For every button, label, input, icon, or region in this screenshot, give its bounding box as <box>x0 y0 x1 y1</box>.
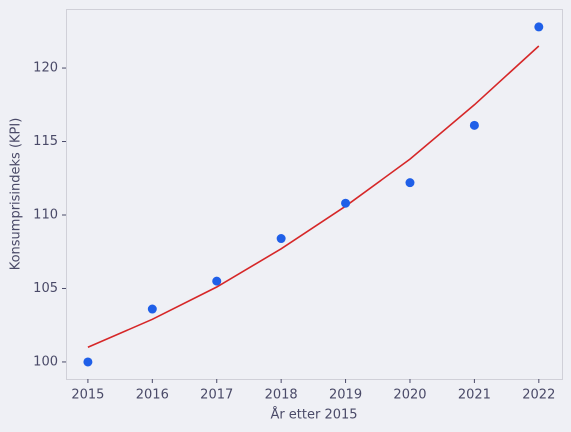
data-point <box>147 304 157 314</box>
x-tick-label: 2021 <box>458 388 491 403</box>
x-tick-label: 2020 <box>393 388 426 403</box>
y-tick-label: 100 <box>33 354 58 369</box>
y-axis-label: Konsumprisindeks (KPI) <box>9 118 24 271</box>
x-tick-label: 2022 <box>522 388 555 403</box>
data-point <box>534 22 544 32</box>
x-tick-label: 2019 <box>329 388 362 403</box>
y-tick-label: 105 <box>33 281 58 296</box>
x-tick-label: 2017 <box>200 388 233 403</box>
y-tick-label: 110 <box>33 208 58 223</box>
x-tick-label: 2018 <box>265 388 298 403</box>
data-point <box>341 198 351 208</box>
x-axis-label: År etter 2015 <box>270 407 357 423</box>
y-tick-label: 115 <box>33 134 58 149</box>
plot-frame <box>66 9 563 380</box>
x-tick-label: 2016 <box>136 388 169 403</box>
fit-line <box>87 45 540 348</box>
x-tick-label: 2015 <box>71 388 104 403</box>
y-tick-label: 120 <box>33 61 58 76</box>
data-point <box>469 120 479 130</box>
data-point <box>405 178 415 188</box>
data-point <box>276 234 286 244</box>
data-point <box>83 357 93 367</box>
data-point <box>212 276 222 286</box>
